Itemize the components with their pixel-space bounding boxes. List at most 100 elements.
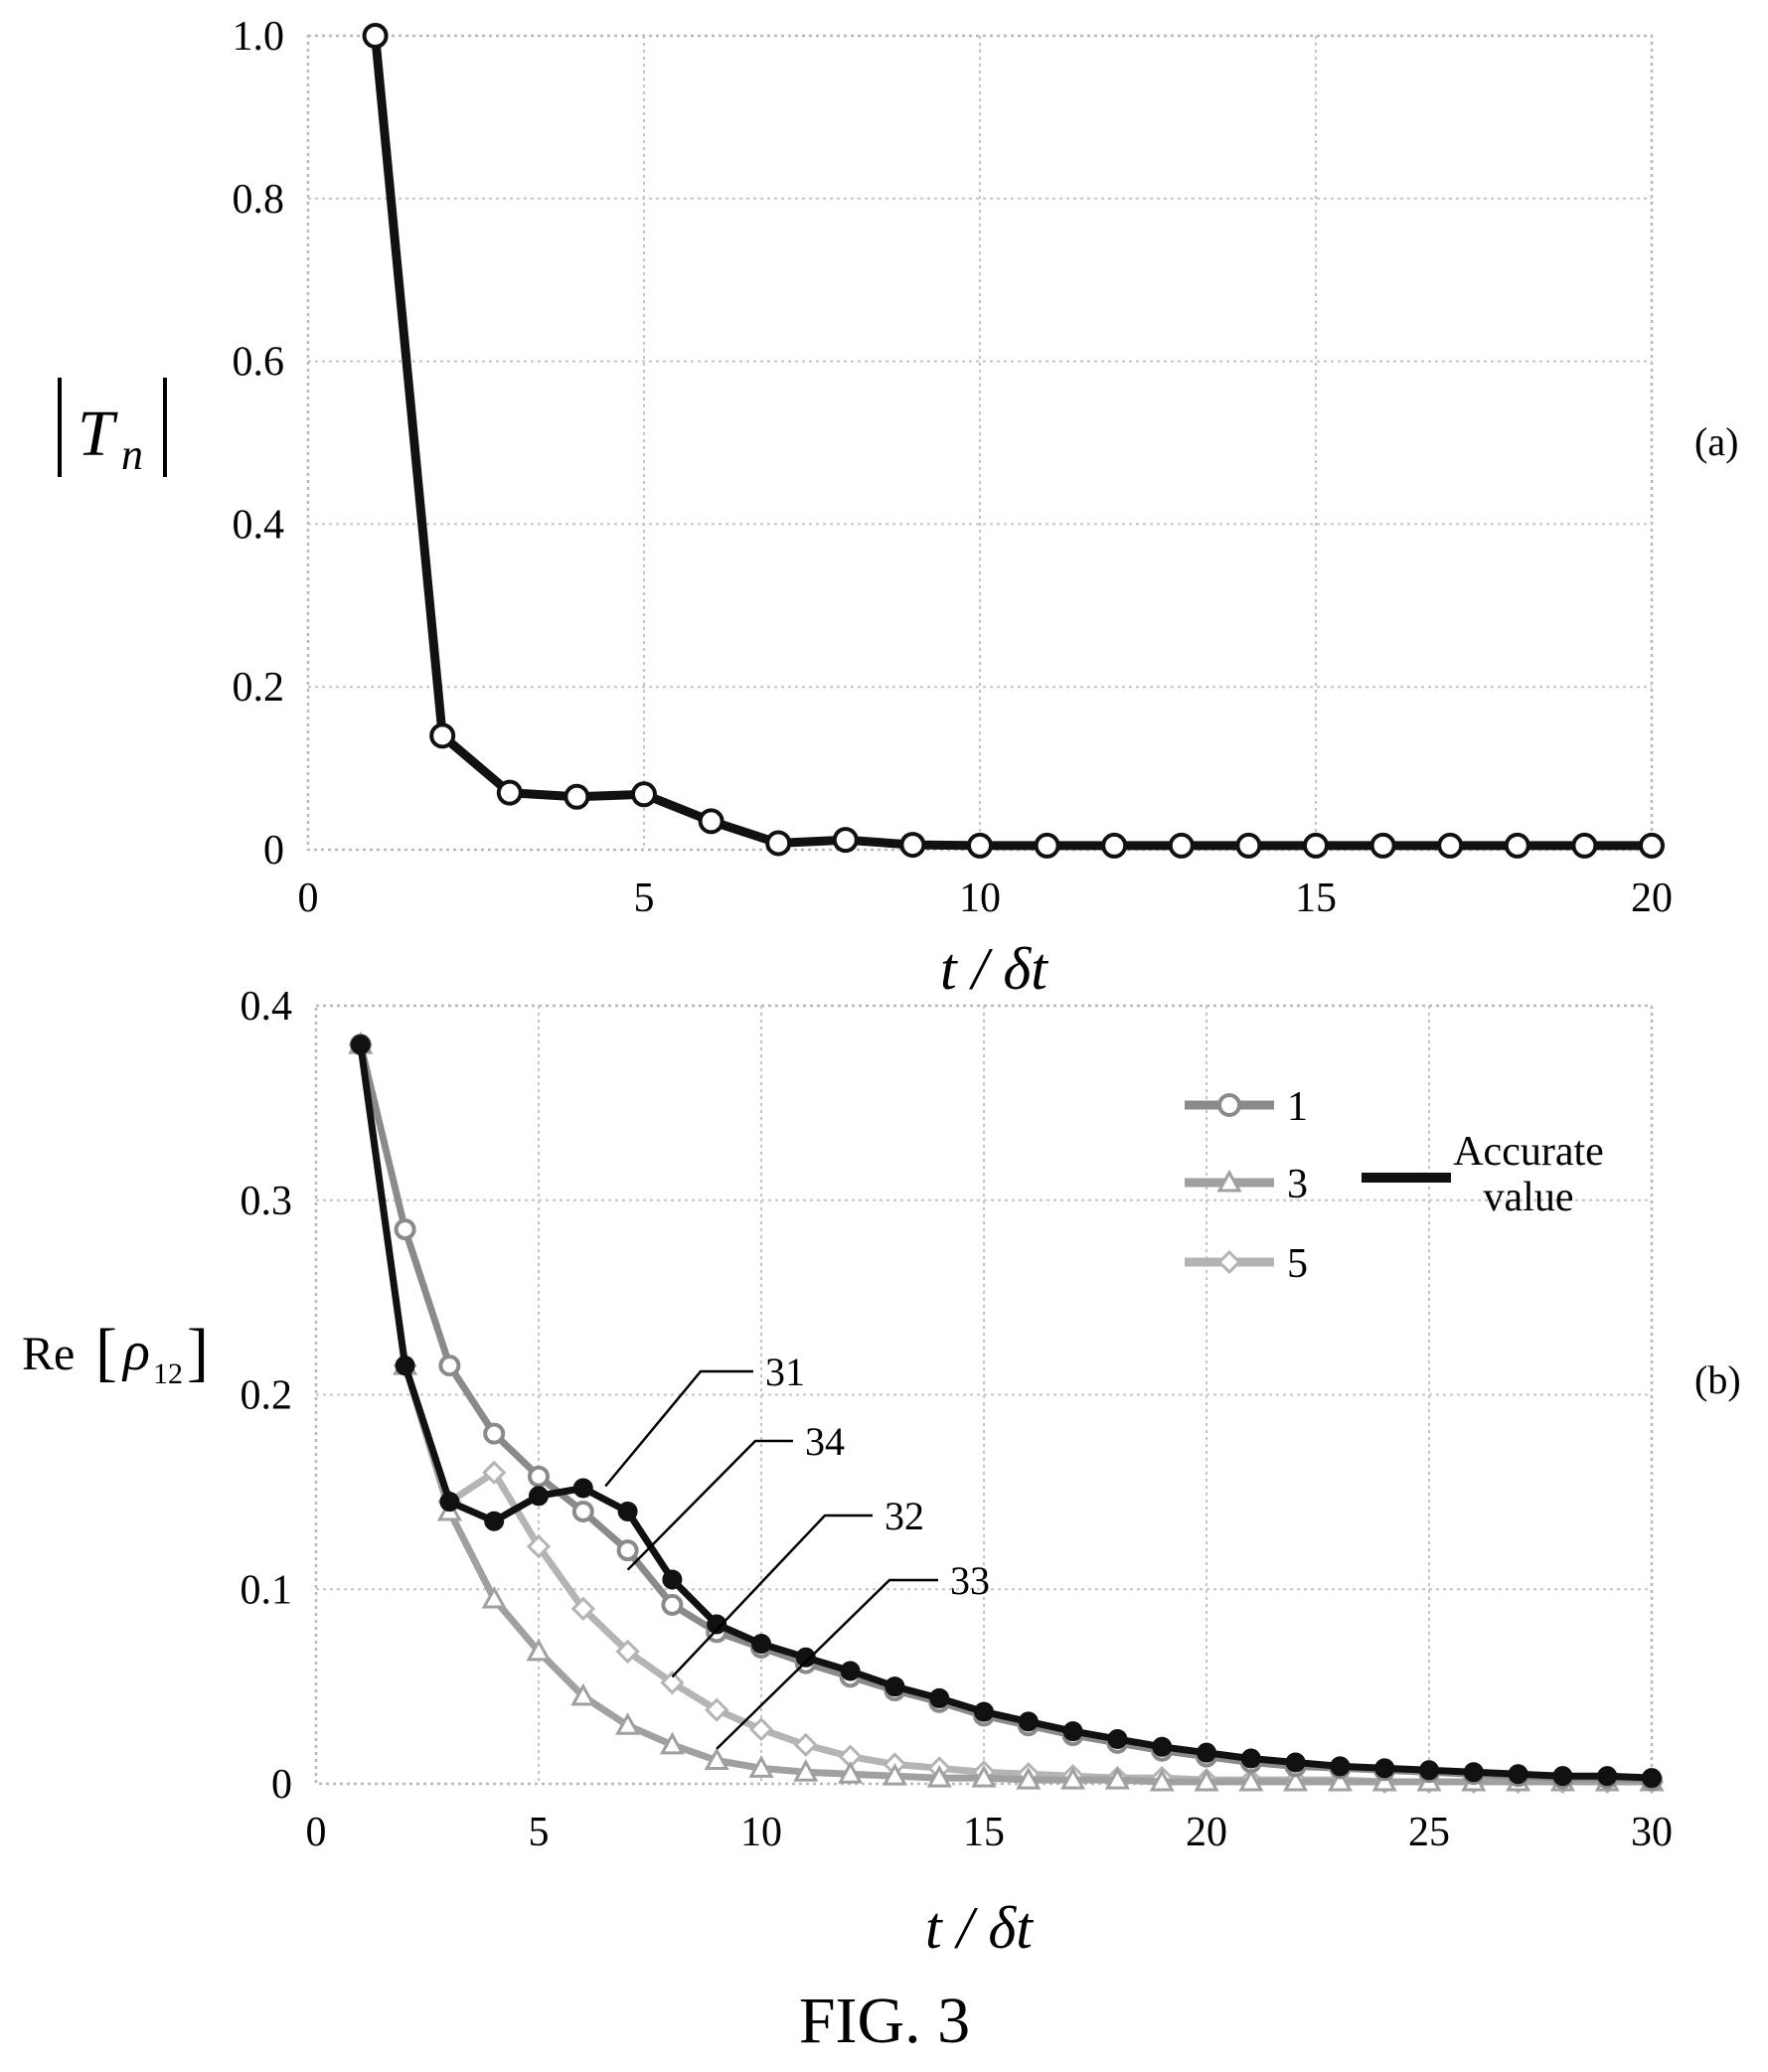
chart-b-series-3-point xyxy=(615,1712,641,1735)
chart-b-series-5-point xyxy=(748,1717,774,1742)
chart-b-x-tick-label: 10 xyxy=(740,1810,782,1855)
chart-a-series-0-point xyxy=(832,827,859,854)
chart-a-series-0 xyxy=(362,23,1665,859)
annotation-label: 34 xyxy=(805,1419,845,1464)
chart-b-series-accurate-value-point xyxy=(1152,1736,1173,1757)
chart-b-series-accurate-value-point xyxy=(395,1355,415,1376)
chart-a-grid xyxy=(306,34,1654,852)
chart-a-y-ticks: 0 0.2 0.4 0.6 0.8 1.0 xyxy=(233,14,285,874)
chart-b-series-accurate-value-point xyxy=(707,1614,727,1635)
chart-b-series-1-point xyxy=(438,1355,461,1377)
chart-b-series-5-point xyxy=(526,1534,552,1559)
chart-a-x-axis-label: t / δt xyxy=(940,936,1048,1002)
annotation-label: 33 xyxy=(950,1558,990,1603)
chart-b-series-3-point xyxy=(1016,1766,1042,1790)
chart-b-series-5-point xyxy=(570,1596,595,1621)
chart-b-series-accurate-value-point xyxy=(350,1035,371,1055)
chart-b-series-accurate-value-point xyxy=(1018,1711,1039,1732)
chart-b-y-label-prefix: Re xyxy=(22,1328,75,1380)
chart-b-series-accurate-value-point xyxy=(884,1676,905,1697)
legend-entry-3: 3 xyxy=(1185,1162,1308,1207)
chart-b-y-label-symbol: ρ xyxy=(121,1321,150,1382)
chart-b-series-3-point xyxy=(1060,1766,1086,1790)
chart-b-series-5-point xyxy=(705,1697,729,1722)
chart-b-series-3-point xyxy=(1149,1768,1175,1792)
chart-a-series-0-point xyxy=(1639,832,1665,859)
chart-b-series-5-point xyxy=(793,1732,818,1757)
chart-b-series-accurate-value-point xyxy=(617,1501,638,1521)
chart-b-series-3-point xyxy=(926,1765,952,1788)
chart-a-series-0-point xyxy=(631,781,657,808)
chart-a-series-0-point xyxy=(1437,832,1464,859)
annotation-33: 33 xyxy=(716,1558,990,1750)
chart-b-series-3-point xyxy=(1238,1768,1264,1792)
chart-a-x-tick-label: 5 xyxy=(634,876,655,921)
chart-a-series-0-point xyxy=(1168,832,1195,859)
chart-b-series-accurate-value-point xyxy=(1552,1766,1573,1787)
annotation-leader-line xyxy=(626,1439,793,1571)
chart-a-y-tick-label: 0.2 xyxy=(233,665,285,711)
chart-a-series-0-point xyxy=(899,832,926,859)
chart-a-x-tick-label: 20 xyxy=(1631,876,1673,921)
chart-b-series-3-point xyxy=(838,1761,864,1784)
chart-a-y-label-subscript: n xyxy=(121,430,143,479)
chart-b-series-accurate-value-point xyxy=(1062,1721,1083,1742)
chart-b-y-label-bracket-open: [ xyxy=(95,1316,117,1388)
chart-b-series-accurate-value-point xyxy=(1642,1768,1662,1789)
chart-b-series-3-point xyxy=(1327,1768,1353,1792)
chart-b-grid xyxy=(314,1004,1654,1786)
chart-b-series-3-point xyxy=(1194,1768,1219,1792)
chart-b-series-accurate-value-point xyxy=(1419,1760,1439,1781)
legend-entry-label: 5 xyxy=(1287,1241,1308,1287)
chart-a-series-0-point xyxy=(563,783,590,810)
chart-b-series-accurate-value-point xyxy=(751,1634,771,1655)
chart-b-series-1-point xyxy=(616,1539,639,1562)
chart-b-x-tick-label: 30 xyxy=(1631,1810,1673,1855)
chart-b-y-tick-label: 0.4 xyxy=(241,984,293,1030)
legend-entry-1: 1 xyxy=(1185,1084,1308,1130)
chart-a-x-tick-label: 10 xyxy=(959,876,1001,921)
chart-b-series-3-point xyxy=(971,1765,997,1788)
chart-a-y-tick-label: 0 xyxy=(263,828,284,874)
chart-b-series-1-point xyxy=(661,1593,684,1616)
legend-entry-label: 3 xyxy=(1287,1162,1308,1207)
chart-b-series-accurate-value-point xyxy=(795,1647,816,1668)
chart-a-y-tick-label: 0.4 xyxy=(233,502,285,548)
chart-a-series-0-point xyxy=(967,832,993,859)
figure-label: FIG. 3 xyxy=(799,1985,970,2057)
chart-b-series-accurate-value-point xyxy=(929,1687,950,1708)
chart-b-series-3-point xyxy=(1283,1768,1309,1792)
chart-a-series-0-point xyxy=(1303,832,1329,859)
chart-b-series-3-point xyxy=(659,1731,685,1755)
chart-b-series-5-point xyxy=(660,1671,685,1695)
chart-b-y-tick-label: 0.1 xyxy=(241,1567,293,1613)
chart-b-series-accurate-value-point xyxy=(1508,1764,1528,1785)
chart-b-series-accurate-value-point xyxy=(1285,1752,1306,1773)
annotation-31: 31 xyxy=(604,1350,805,1488)
chart-b-series-3-point xyxy=(570,1682,596,1706)
chart-b-series-3-point xyxy=(1104,1766,1130,1790)
annotation-leader-line xyxy=(671,1514,873,1678)
chart-b-series-3-point xyxy=(481,1585,507,1609)
chart-a-series-0-point xyxy=(429,722,456,749)
chart-a-panel-label: (a) xyxy=(1694,419,1738,464)
chart-a-y-tick-label: 0.6 xyxy=(233,340,285,386)
chart-b-series-3-point xyxy=(526,1638,552,1662)
legend-entry-5: 5 xyxy=(1185,1241,1308,1287)
chart-b-series-accurate-value-point xyxy=(1597,1766,1618,1787)
chart-b-series-accurate-value-point xyxy=(1240,1748,1261,1769)
chart-b-y-axis-label: Re [ ρ 12 ] xyxy=(22,1316,209,1390)
chart-b-y-tick-label: 0 xyxy=(271,1762,292,1808)
chart-a-y-tick-label: 1.0 xyxy=(233,14,285,60)
chart-b-series-1-point xyxy=(528,1465,550,1488)
chart-b-x-ticks: 0 5 10 15 20 25 30 xyxy=(306,1810,1674,1855)
chart-b-series-accurate-value-point xyxy=(1374,1758,1395,1779)
chart-a-series-0-point xyxy=(1034,832,1060,859)
chart-b-series-3-point xyxy=(748,1755,774,1778)
chart-a-plot-frame xyxy=(306,34,1654,852)
legend-entry-label: Accurate xyxy=(1453,1129,1604,1175)
annotation-label: 32 xyxy=(884,1494,924,1538)
